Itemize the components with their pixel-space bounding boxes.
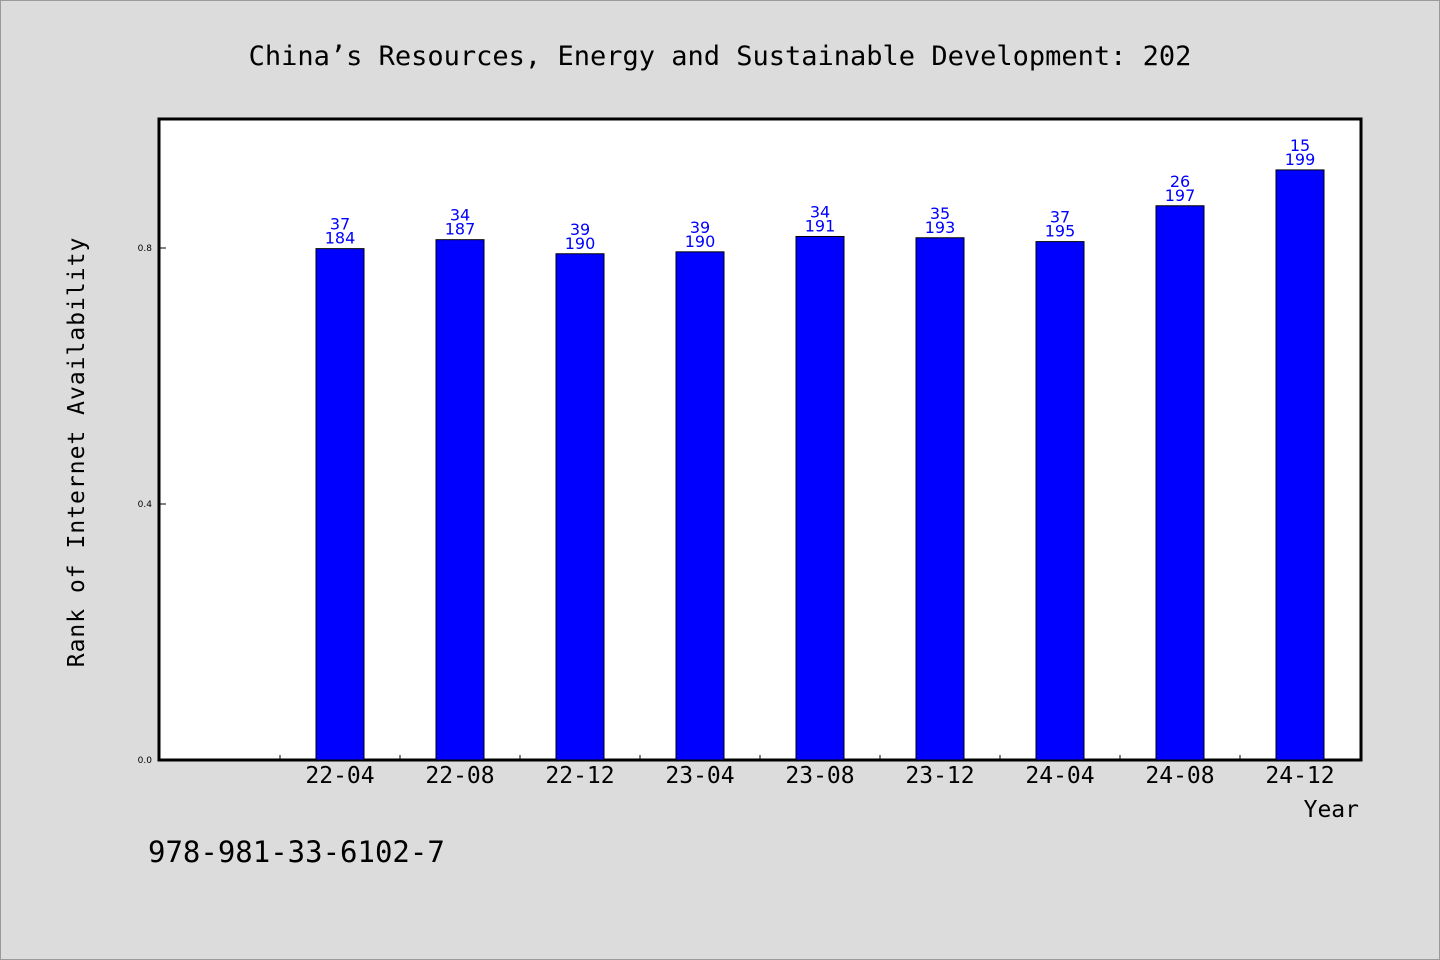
bar-label-bottom: 191 (805, 216, 836, 235)
y-tick-label: 0.8 (138, 244, 153, 254)
x-tick-label: 22-04 (305, 763, 374, 789)
y-tick-labels: 0.0 0.4 0.8 (138, 244, 153, 766)
bar-label-top: 34 (450, 206, 470, 225)
bar-label-bottom: 190 (685, 232, 716, 251)
bar (1035, 241, 1085, 761)
axis-ticks (160, 247, 1361, 761)
x-tick-label: 23-08 (785, 763, 854, 789)
chart-title: China’s Resources, Energy and Sustainabl… (249, 41, 1192, 72)
bar-label-top: 37 (330, 215, 350, 234)
bar-label-bottom: 197 (1165, 186, 1196, 205)
bars-group (315, 169, 1325, 761)
bar-label-top: 26 (1170, 172, 1190, 191)
bar (915, 237, 965, 761)
bar (795, 235, 845, 761)
x-tick-label: 22-08 (425, 763, 494, 789)
bar-label-bottom: 187 (445, 220, 476, 239)
x-tick-label: 24-04 (1025, 763, 1094, 789)
x-tick-labels: 22-04 22-08 22-12 23-04 23-08 23-12 24-04 24-08… (305, 763, 1334, 789)
bar (555, 253, 605, 761)
bar (1155, 205, 1205, 761)
x-tick-label: 24-12 (1265, 763, 1334, 789)
bar (675, 251, 725, 761)
bar-label-top: 34 (810, 202, 830, 221)
bar-label-bottom: 184 (325, 229, 356, 248)
isbn-text: 978-981-33-6102-7 (148, 835, 445, 869)
bar (435, 239, 485, 761)
bar-label-bottom: 199 (1285, 150, 1316, 169)
x-tick-label: 23-12 (905, 763, 974, 789)
bar (315, 248, 365, 761)
bar-label-bottom: 195 (1045, 222, 1076, 241)
bar-label-top: 37 (1050, 208, 1070, 227)
bar-label-top: 15 (1290, 136, 1310, 155)
y-tick-label: 0.0 (138, 756, 153, 766)
bar-label-bottom: 190 (565, 234, 596, 253)
x-axis-label: Year (1304, 797, 1359, 823)
bar-label-bottom: 193 (925, 218, 956, 237)
x-tick-label: 22-12 (545, 763, 614, 789)
bar-label-top: 39 (570, 220, 590, 239)
bar-label-top: 39 (690, 218, 710, 237)
x-tick-label: 23-04 (665, 763, 734, 789)
bar (1275, 169, 1325, 761)
y-axis-label: Rank of Internet Availability (64, 237, 90, 668)
x-tick-label: 24-08 (1145, 763, 1214, 789)
bar-label-top: 35 (930, 204, 950, 223)
y-tick-label: 0.4 (138, 500, 153, 510)
